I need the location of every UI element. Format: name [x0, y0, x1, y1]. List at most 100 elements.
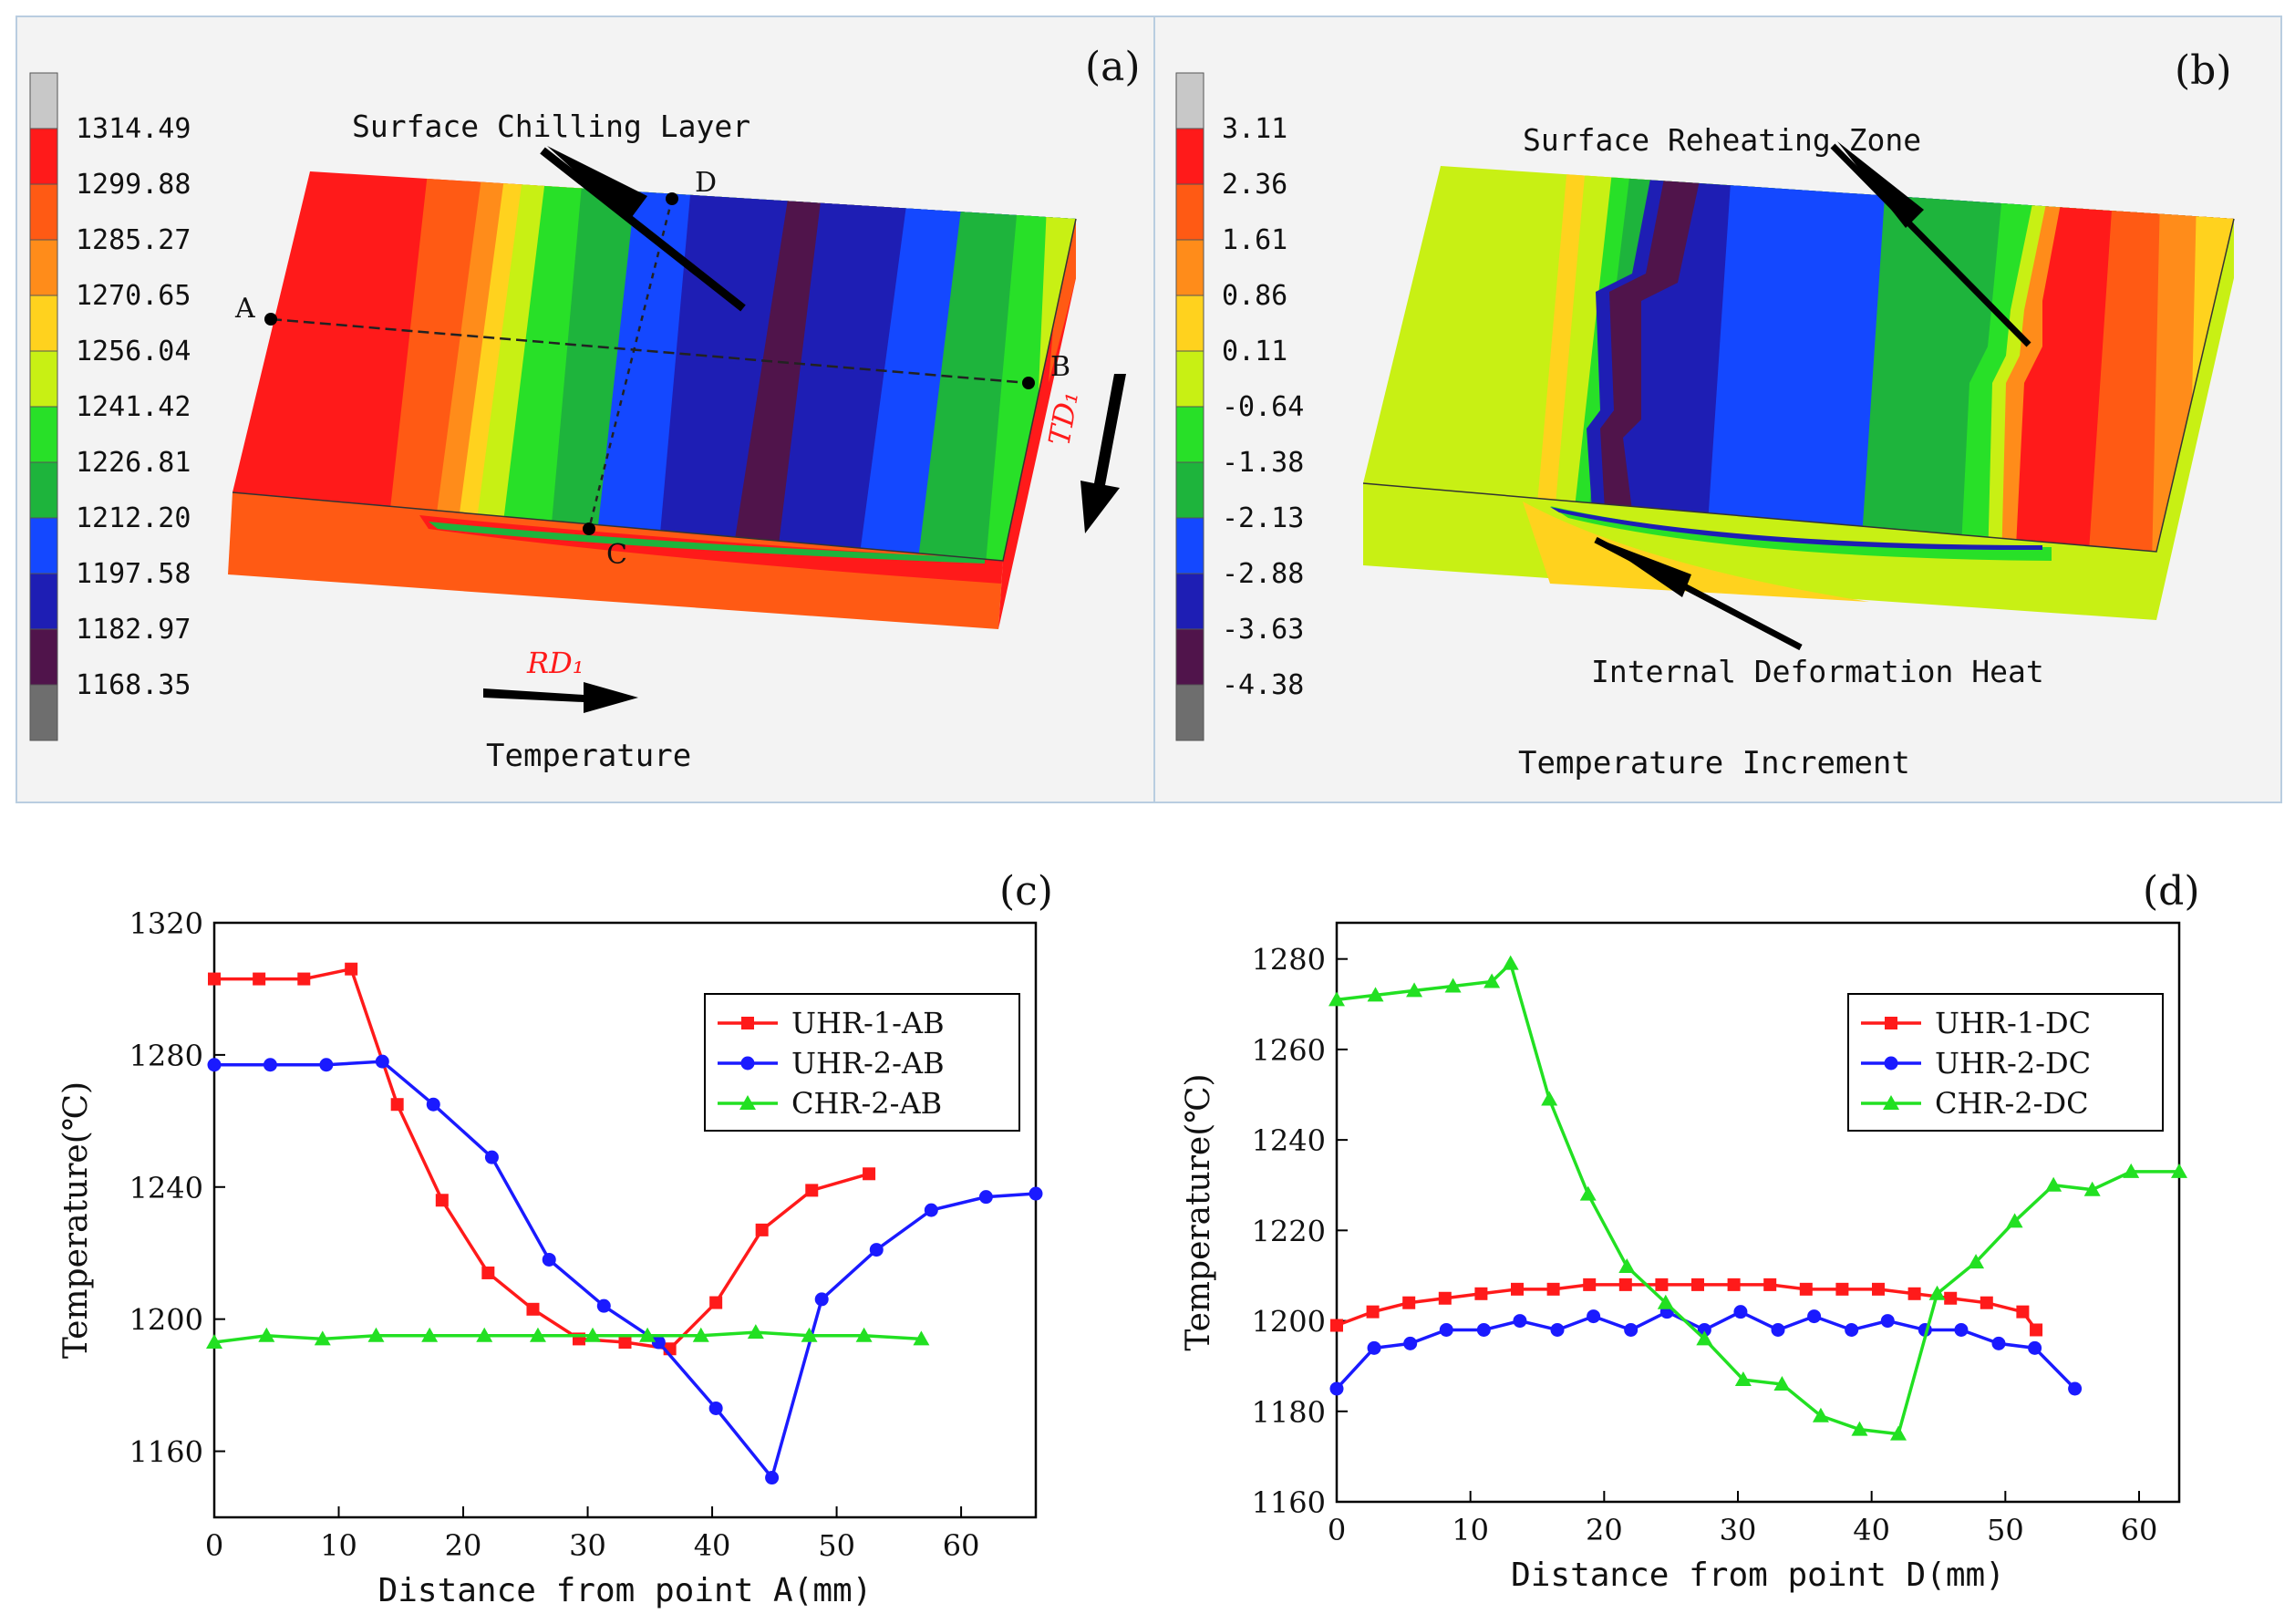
point-a-marker [264, 313, 277, 326]
colorbar-segment [1175, 573, 1204, 630]
data-point [1696, 1330, 1713, 1346]
legend-entry: UHR-2-DC [1935, 1046, 2091, 1081]
reheating-zone-arrow [1830, 143, 2031, 347]
data-point [584, 1327, 602, 1342]
data-point [1367, 1340, 1381, 1355]
y-tick-label: 1180 [1252, 1395, 1326, 1430]
data-point [263, 1058, 277, 1072]
point-d-marker [666, 192, 678, 205]
data-point [1366, 1305, 1380, 1319]
data-point [596, 1298, 611, 1313]
data-point [1444, 978, 1462, 993]
data-point [1691, 1277, 1704, 1291]
data-point [319, 1058, 334, 1072]
colorbar-segment [29, 128, 58, 185]
data-point [314, 1330, 331, 1346]
colorbar-segment [1175, 684, 1204, 741]
colorbar-tick-label: -3.63 [1222, 614, 1304, 646]
legend-entry: UHR-1-AB [791, 1006, 945, 1040]
data-point [739, 1095, 756, 1110]
plot-area [212, 921, 1038, 1519]
data-point [1657, 1294, 1674, 1309]
y-axis-label: Temperature(℃) [57, 1081, 95, 1359]
x-tick-label: 30 [569, 1528, 606, 1563]
data-point [765, 1471, 780, 1485]
x-axis-label: Distance from point D(mm) [1511, 1557, 2005, 1594]
colorbar-tick-label: 0.11 [1222, 336, 1287, 367]
data-point [1618, 1277, 1632, 1291]
data-point [1511, 1282, 1524, 1296]
data-point [1550, 1322, 1565, 1337]
y-tick-label: 1260 [1252, 1033, 1326, 1068]
data-point [1885, 1017, 1897, 1029]
data-point [1513, 1314, 1527, 1329]
data-point [1402, 1296, 1416, 1309]
data-point [1583, 1277, 1597, 1291]
colorbar-segment [29, 350, 58, 408]
colorbar-tick-label: 1285.27 [76, 224, 191, 256]
data-point [1546, 1282, 1560, 1296]
data-point [618, 1336, 632, 1350]
data-point [1579, 1185, 1597, 1201]
data-point [805, 1184, 819, 1197]
panel-a: (a) 1314.491299.881285.271270.651256.041… [16, 16, 1155, 803]
data-point [1773, 1376, 1791, 1391]
colorbar-tick-label: 1270.65 [76, 280, 191, 312]
panel-a-letter: (a) [1085, 44, 1141, 90]
x-tick-label: 30 [1720, 1513, 1757, 1547]
colorbar-segment [29, 628, 58, 686]
colorbar-tick-label: 1299.88 [76, 169, 191, 201]
data-point [709, 1296, 723, 1309]
y-tick-label: 1280 [1252, 943, 1326, 978]
rd-arrow [483, 682, 638, 713]
data-point [1439, 1322, 1453, 1337]
point-b-label: B [1050, 351, 1070, 383]
data-point [2123, 1163, 2140, 1178]
data-point [1474, 1287, 1488, 1300]
data-point [1655, 1277, 1669, 1291]
colorbar-segment [29, 295, 58, 352]
legend-entry: CHR-2-DC [1935, 1086, 2089, 1121]
colorbar-tick-label: -1.38 [1222, 447, 1304, 479]
data-point [2068, 1381, 2083, 1396]
data-point [2171, 1163, 2187, 1178]
x-tick-label: 10 [320, 1528, 357, 1563]
data-point [924, 1203, 938, 1217]
data-point [421, 1327, 439, 1342]
colorbar-a: 1314.49 1299.88 1285.27 1270.65 1256.04 1241.… [29, 72, 191, 741]
x-tick-label: 20 [1586, 1513, 1623, 1547]
reheating-zone-label: Surface Reheating Zone [1523, 122, 1921, 158]
data-point [1727, 1277, 1741, 1291]
data-point [1029, 1186, 1043, 1201]
data-point [476, 1327, 493, 1342]
rd-label: RD₁ [526, 646, 584, 680]
panel-letter: (d) [2143, 868, 2200, 915]
colorbar-tick-label: 1241.42 [76, 391, 191, 423]
colorbar-segment [1175, 295, 1204, 352]
data-point [1733, 1305, 1748, 1319]
x-tick-label: 10 [1452, 1513, 1489, 1547]
panel-a-caption: Temperature [486, 738, 691, 774]
data-point [2045, 1176, 2062, 1192]
data-point [1734, 1371, 1752, 1387]
series-line [214, 1060, 1037, 1482]
data-point [1812, 1407, 1829, 1422]
data-point [855, 1327, 873, 1342]
data-point [253, 972, 266, 986]
colorbar-segment [1175, 517, 1204, 574]
colorbar-segment [29, 239, 58, 296]
data-point [1884, 1056, 1898, 1071]
data-point [1883, 1095, 1899, 1110]
colorbar-segment [29, 461, 58, 519]
legend-entry: UHR-2-AB [791, 1046, 945, 1081]
data-point [708, 1401, 723, 1415]
data-point [863, 1167, 876, 1181]
data-point [367, 1327, 385, 1342]
point-a-label: A [234, 293, 255, 325]
data-point [740, 1056, 755, 1071]
colorbar-tick-label: 1212.20 [76, 502, 191, 534]
colorbar-segment [29, 684, 58, 741]
data-point [1476, 1322, 1491, 1337]
line-dc [587, 198, 674, 530]
plate-model-a: A B D C Surface Chilling Layer RD₁ TD₁ T… [228, 109, 1126, 774]
